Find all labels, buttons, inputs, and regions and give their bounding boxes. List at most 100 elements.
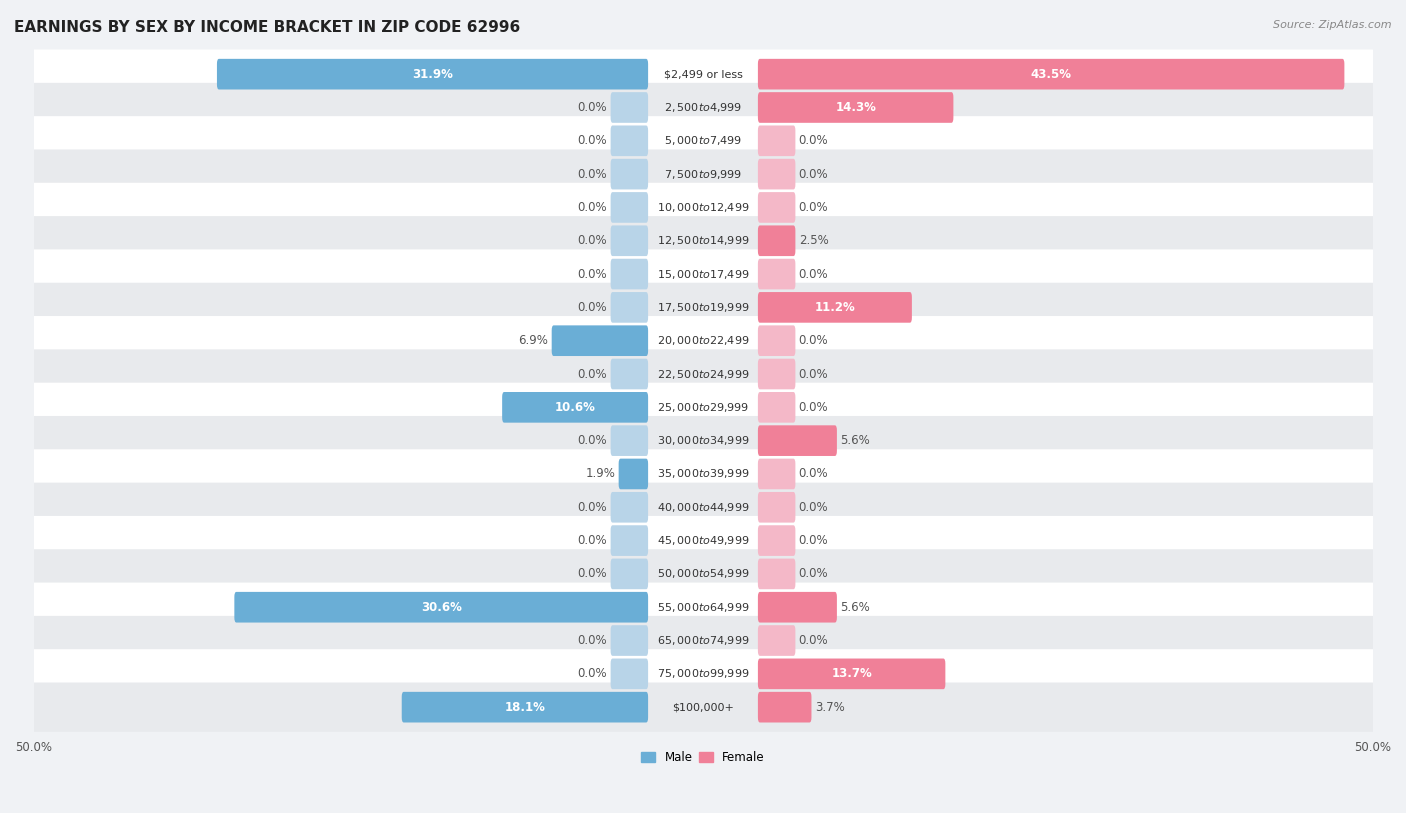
FancyBboxPatch shape — [610, 292, 648, 323]
Text: $20,000 to $22,499: $20,000 to $22,499 — [657, 334, 749, 347]
Text: $25,000 to $29,999: $25,000 to $29,999 — [657, 401, 749, 414]
Text: 2.5%: 2.5% — [799, 234, 828, 247]
Text: 0.0%: 0.0% — [799, 201, 828, 214]
FancyBboxPatch shape — [758, 392, 796, 423]
Text: $17,500 to $19,999: $17,500 to $19,999 — [657, 301, 749, 314]
Text: 30.6%: 30.6% — [420, 601, 461, 614]
Text: 0.0%: 0.0% — [799, 401, 828, 414]
Text: 0.0%: 0.0% — [578, 667, 607, 680]
Text: 5.6%: 5.6% — [841, 434, 870, 447]
FancyBboxPatch shape — [30, 450, 1376, 498]
Text: 0.0%: 0.0% — [799, 367, 828, 380]
Text: 5.6%: 5.6% — [841, 601, 870, 614]
Text: $65,000 to $74,999: $65,000 to $74,999 — [657, 634, 749, 647]
Text: 0.0%: 0.0% — [799, 467, 828, 480]
FancyBboxPatch shape — [758, 459, 796, 489]
Text: $35,000 to $39,999: $35,000 to $39,999 — [657, 467, 749, 480]
Text: $30,000 to $34,999: $30,000 to $34,999 — [657, 434, 749, 447]
FancyBboxPatch shape — [610, 359, 648, 389]
Text: 1.9%: 1.9% — [585, 467, 616, 480]
Text: EARNINGS BY SEX BY INCOME BRACKET IN ZIP CODE 62996: EARNINGS BY SEX BY INCOME BRACKET IN ZIP… — [14, 20, 520, 35]
FancyBboxPatch shape — [502, 392, 648, 423]
Text: 6.9%: 6.9% — [519, 334, 548, 347]
FancyBboxPatch shape — [30, 216, 1376, 265]
Text: 0.0%: 0.0% — [578, 134, 607, 147]
Text: 0.0%: 0.0% — [578, 367, 607, 380]
FancyBboxPatch shape — [235, 592, 648, 623]
Text: $12,500 to $14,999: $12,500 to $14,999 — [657, 234, 749, 247]
Text: 0.0%: 0.0% — [578, 534, 607, 547]
FancyBboxPatch shape — [758, 525, 796, 556]
FancyBboxPatch shape — [610, 125, 648, 156]
FancyBboxPatch shape — [758, 59, 1344, 89]
FancyBboxPatch shape — [30, 283, 1376, 332]
Text: 0.0%: 0.0% — [799, 501, 828, 514]
Text: $10,000 to $12,499: $10,000 to $12,499 — [657, 201, 749, 214]
Text: $50,000 to $54,999: $50,000 to $54,999 — [657, 567, 749, 580]
FancyBboxPatch shape — [30, 383, 1376, 432]
FancyBboxPatch shape — [758, 325, 796, 356]
Text: 0.0%: 0.0% — [578, 434, 607, 447]
Text: 0.0%: 0.0% — [578, 567, 607, 580]
Text: $45,000 to $49,999: $45,000 to $49,999 — [657, 534, 749, 547]
FancyBboxPatch shape — [758, 125, 796, 156]
Text: 11.2%: 11.2% — [814, 301, 855, 314]
FancyBboxPatch shape — [217, 59, 648, 89]
FancyBboxPatch shape — [30, 616, 1376, 665]
Text: $15,000 to $17,499: $15,000 to $17,499 — [657, 267, 749, 280]
FancyBboxPatch shape — [610, 225, 648, 256]
Text: 0.0%: 0.0% — [799, 534, 828, 547]
Text: 18.1%: 18.1% — [505, 701, 546, 714]
Text: 43.5%: 43.5% — [1031, 67, 1071, 80]
Text: 31.9%: 31.9% — [412, 67, 453, 80]
FancyBboxPatch shape — [758, 659, 945, 689]
Text: $2,500 to $4,999: $2,500 to $4,999 — [664, 101, 742, 114]
Text: 0.0%: 0.0% — [578, 634, 607, 647]
FancyBboxPatch shape — [758, 692, 811, 723]
Text: 0.0%: 0.0% — [799, 134, 828, 147]
FancyBboxPatch shape — [610, 492, 648, 523]
FancyBboxPatch shape — [30, 650, 1376, 698]
FancyBboxPatch shape — [758, 425, 837, 456]
Text: 0.0%: 0.0% — [578, 167, 607, 180]
Text: $22,500 to $24,999: $22,500 to $24,999 — [657, 367, 749, 380]
FancyBboxPatch shape — [30, 350, 1376, 398]
Text: $40,000 to $44,999: $40,000 to $44,999 — [657, 501, 749, 514]
Text: 0.0%: 0.0% — [578, 301, 607, 314]
Text: 3.7%: 3.7% — [815, 701, 845, 714]
Text: 0.0%: 0.0% — [799, 567, 828, 580]
FancyBboxPatch shape — [30, 550, 1376, 598]
Text: $2,499 or less: $2,499 or less — [664, 69, 742, 79]
Text: 13.7%: 13.7% — [831, 667, 872, 680]
FancyBboxPatch shape — [610, 192, 648, 223]
FancyBboxPatch shape — [30, 250, 1376, 298]
Text: 0.0%: 0.0% — [799, 634, 828, 647]
Text: $55,000 to $64,999: $55,000 to $64,999 — [657, 601, 749, 614]
FancyBboxPatch shape — [610, 559, 648, 589]
FancyBboxPatch shape — [610, 159, 648, 189]
FancyBboxPatch shape — [30, 50, 1376, 99]
FancyBboxPatch shape — [30, 416, 1376, 465]
Text: $7,500 to $9,999: $7,500 to $9,999 — [664, 167, 742, 180]
Text: $100,000+: $100,000+ — [672, 702, 734, 712]
FancyBboxPatch shape — [30, 116, 1376, 166]
FancyBboxPatch shape — [30, 483, 1376, 532]
FancyBboxPatch shape — [610, 625, 648, 656]
FancyBboxPatch shape — [758, 559, 796, 589]
Text: 0.0%: 0.0% — [578, 501, 607, 514]
FancyBboxPatch shape — [610, 525, 648, 556]
FancyBboxPatch shape — [758, 225, 796, 256]
FancyBboxPatch shape — [30, 316, 1376, 365]
Text: 0.0%: 0.0% — [799, 167, 828, 180]
FancyBboxPatch shape — [551, 325, 648, 356]
FancyBboxPatch shape — [758, 625, 796, 656]
FancyBboxPatch shape — [758, 259, 796, 289]
FancyBboxPatch shape — [30, 516, 1376, 565]
Text: 0.0%: 0.0% — [578, 267, 607, 280]
FancyBboxPatch shape — [30, 83, 1376, 133]
FancyBboxPatch shape — [610, 259, 648, 289]
FancyBboxPatch shape — [402, 692, 648, 723]
Text: 14.3%: 14.3% — [835, 101, 876, 114]
Text: 0.0%: 0.0% — [799, 334, 828, 347]
Text: 0.0%: 0.0% — [799, 267, 828, 280]
